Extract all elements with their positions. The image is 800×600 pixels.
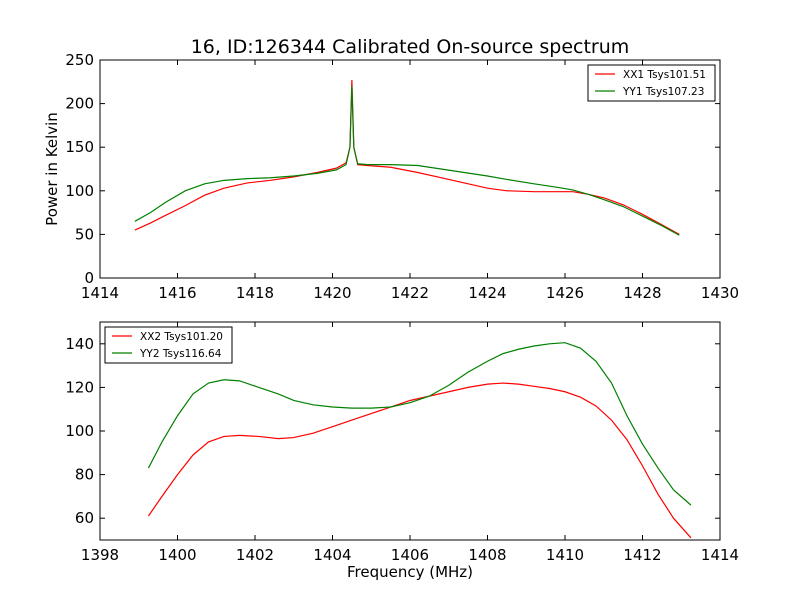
legend-label: XX2 Tsys101.20 <box>140 331 223 343</box>
figure-title: 16, ID:126344 Calibrated On-source spect… <box>191 36 630 58</box>
x-tick-label: 1416 <box>158 284 196 302</box>
y-tick-label: 50 <box>75 225 94 243</box>
legend: XX2 Tsys101.20 YY2 Tsys116.64 <box>104 326 233 364</box>
series-line-yy2 <box>147 342 692 506</box>
x-tick-label: 1414 <box>701 546 739 564</box>
y-tick-label: 150 <box>65 138 94 156</box>
x-tick-label: 1428 <box>623 284 661 302</box>
x-tick-label: 1410 <box>546 546 584 564</box>
series-line-yy1 <box>134 86 680 236</box>
legend-box <box>104 326 233 364</box>
legend: XX1 Tsys101.51 YY1 Tsys107.23 <box>587 64 716 102</box>
x-tick-label: 1404 <box>313 546 351 564</box>
panel-bottom: 1398 1400 1402 1404 1406 1408 1410 1412 1414 60 80… <box>65 321 739 564</box>
x-tick-label: 1406 <box>391 546 429 564</box>
y-tick-label: 120 <box>65 378 94 396</box>
panel-top: 1414 1416 1418 1420 1422 1424 1426 1428 1430 0 50 1… <box>65 51 739 302</box>
x-tick-label: 1424 <box>468 284 506 302</box>
x-tick-label: 1402 <box>236 546 274 564</box>
y-tick-label: 200 <box>65 95 94 113</box>
legend-label: YY2 Tsys116.64 <box>139 348 222 360</box>
x-tick-label: 1426 <box>546 284 584 302</box>
y-tick-label: 80 <box>75 466 94 484</box>
x-tick-label: 1422 <box>391 284 429 302</box>
plot-frame <box>99 59 721 279</box>
y-tick-label: 60 <box>75 509 94 527</box>
x-axis-label: Frequency (MHz) <box>347 563 473 581</box>
x-tick-label: 1414 <box>81 284 119 302</box>
x-tick-label: 1430 <box>701 284 739 302</box>
y-tick-label: 0 <box>84 269 94 287</box>
legend-box <box>587 64 716 102</box>
y-tick-label: 140 <box>65 335 94 353</box>
x-tick-label: 1400 <box>158 546 196 564</box>
legend-label: XX1 Tsys101.51 <box>623 69 706 81</box>
x-tick-label: 1398 <box>81 546 119 564</box>
x-tick-label: 1408 <box>468 546 506 564</box>
x-tick-label: 1412 <box>623 546 661 564</box>
plot-frame <box>99 321 721 541</box>
legend-label: YY1 Tsys107.23 <box>622 86 704 98</box>
y-tick-label: 250 <box>65 51 94 69</box>
y-tick-label: 100 <box>65 182 94 200</box>
x-tick-label: 1418 <box>236 284 274 302</box>
y-tick-label: 100 <box>65 422 94 440</box>
x-tick-label: 1420 <box>313 284 351 302</box>
y-axis-label: Power in Kelvin <box>43 112 61 226</box>
